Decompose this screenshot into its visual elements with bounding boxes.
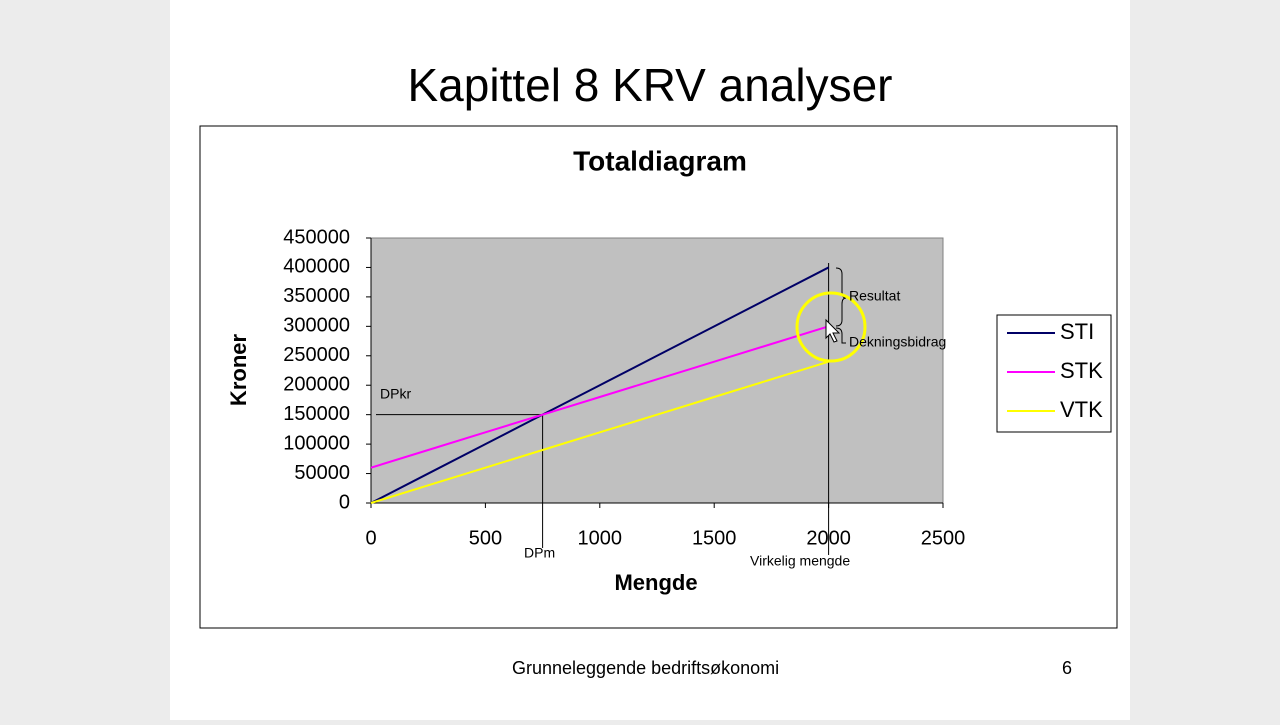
legend-label: STK [1060, 358, 1103, 383]
cursor [825, 318, 841, 343]
legend-label: VTK [1060, 397, 1103, 422]
y-axis-label: Kroner [226, 334, 251, 407]
series-line [370, 325, 829, 469]
x-tick-label: 500 [469, 527, 502, 549]
footer: Grunneleggende bedriftsøkonomi [512, 658, 779, 678]
y-tick-label: 400000 [283, 256, 350, 278]
series-line [370, 360, 829, 504]
annotation: Resultat [849, 288, 900, 304]
x-tick-label: 1500 [692, 527, 737, 549]
legend [996, 314, 1112, 433]
highlight-circle [795, 291, 867, 363]
y-tick-label: 200000 [283, 374, 350, 396]
y-tick-label: 450000 [283, 226, 350, 248]
y-tick-label: 50000 [294, 462, 350, 484]
y-tick-label: 250000 [283, 344, 350, 366]
annotation: Dekningsbidrag [849, 334, 946, 350]
x-tick-label: 0 [365, 527, 376, 549]
bracket [835, 327, 846, 344]
plot-area [370, 237, 944, 504]
y-tick-label: 100000 [283, 432, 350, 454]
annotation: DPkr [380, 386, 411, 402]
slide-title: Kapittel 8 KRV analyser [408, 59, 893, 111]
annotation: Virkelig mengde [750, 553, 850, 569]
y-tick-label: 150000 [283, 403, 350, 425]
page-number: 6 [1062, 658, 1072, 678]
y-tick-label: 300000 [283, 315, 350, 337]
x-axis-label: Mengde [614, 570, 697, 595]
chart-title: Totaldiagram [573, 145, 747, 176]
x-tick-label: 1000 [578, 527, 623, 549]
legend-label: STI [1060, 319, 1094, 344]
y-tick-label: 350000 [283, 285, 350, 307]
x-tick-label: 2500 [921, 527, 966, 549]
y-tick-label: 0 [339, 491, 350, 513]
series-line [370, 266, 830, 504]
annotation: DPm [524, 545, 555, 561]
